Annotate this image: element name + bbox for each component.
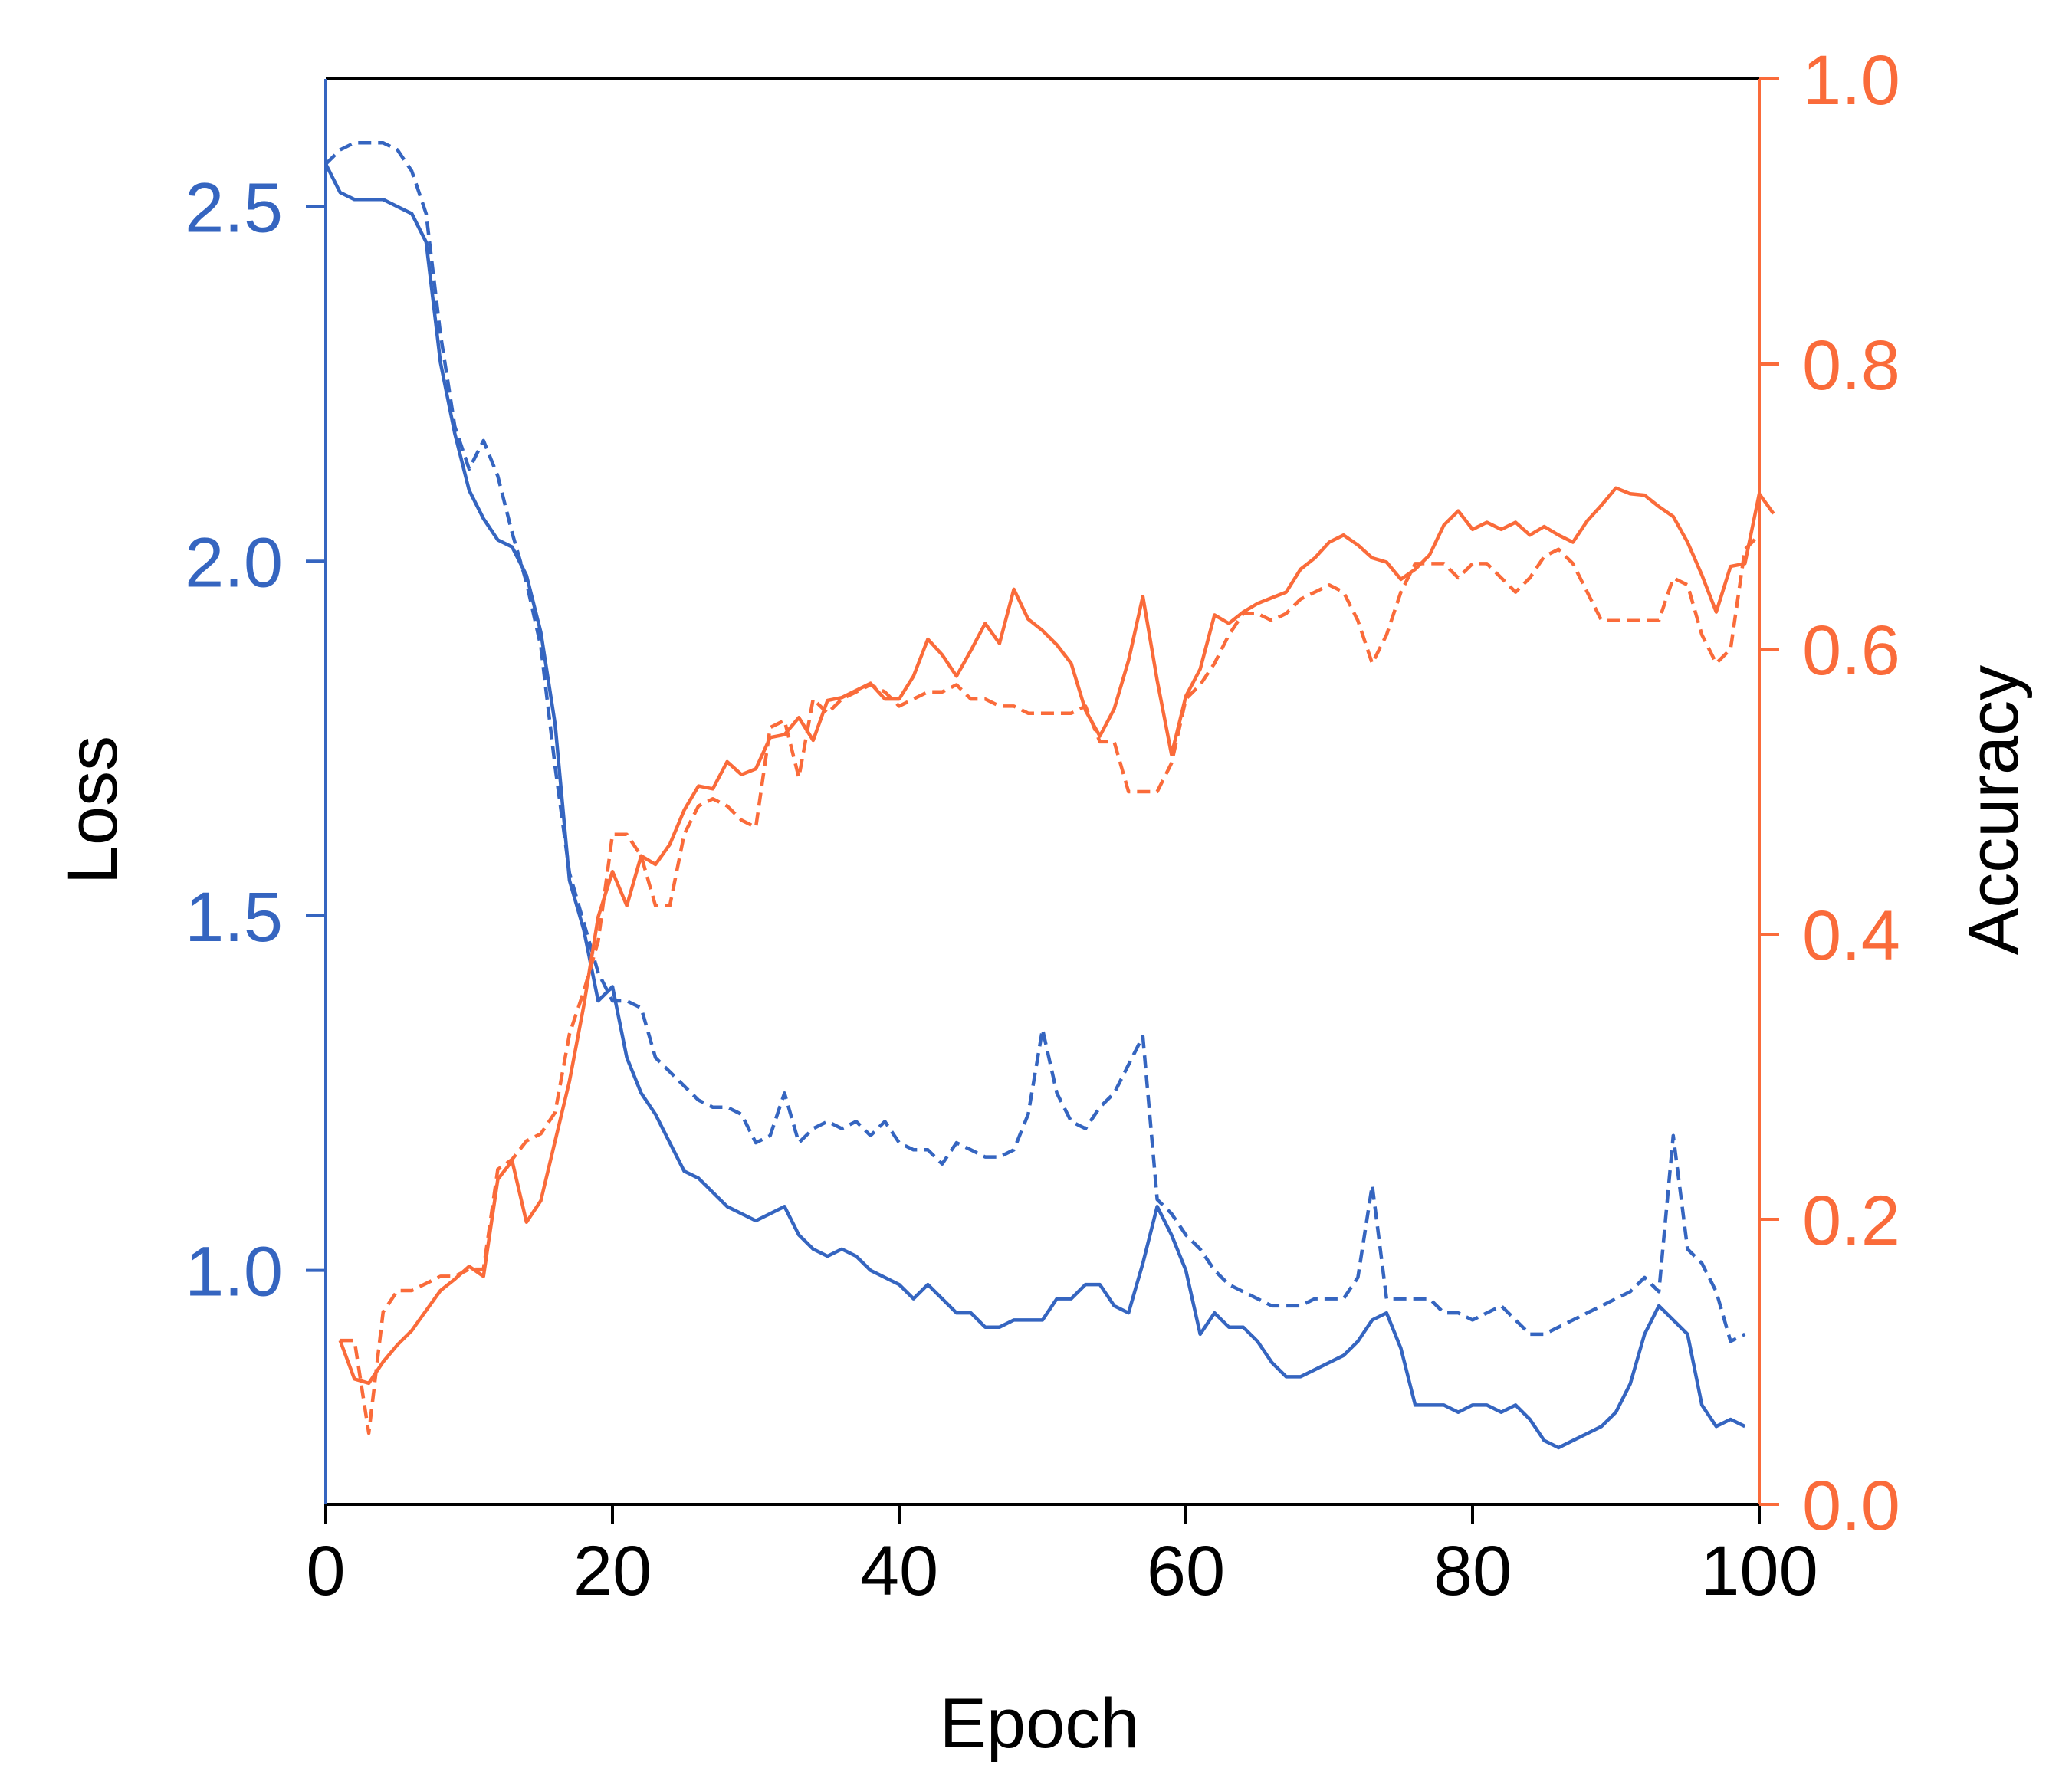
right-y-tick-label: 0.8 (1802, 326, 1900, 405)
left-y-tick-label: 2.0 (185, 523, 283, 602)
right-y-tick-label: 0.4 (1802, 897, 1900, 975)
left-y-tick-label: 1.0 (185, 1233, 283, 1311)
loss-dashed-line-1 (324, 141, 1746, 1343)
x-tick-label: 60 (1147, 1532, 1225, 1610)
x-tick-label: 20 (573, 1532, 652, 1610)
axes-frame (324, 77, 1761, 1506)
x-tick-label: 40 (860, 1532, 938, 1610)
right-y-tick-label: 1.0 (1802, 41, 1900, 120)
accuracy-solid-line-2 (338, 486, 1775, 1386)
series-layer (323, 141, 1775, 1450)
x-axis-label: Epoch (940, 1685, 1140, 1763)
accuracy-dashed-line-3 (340, 533, 1761, 1435)
loss-solid-line-0 (323, 162, 1746, 1450)
x-tick-label: 80 (1433, 1532, 1512, 1610)
x-tick-label: 100 (1700, 1532, 1818, 1610)
left-y-axis-label: Loss (54, 736, 132, 884)
right-y-tick-label: 0.6 (1802, 612, 1900, 690)
left-y-tick-label: 2.5 (185, 169, 283, 248)
right-y-tick-label: 0.0 (1802, 1467, 1900, 1545)
right-y-axis-label: Accuracy (1955, 665, 2033, 955)
x-tick-label: 0 (306, 1532, 345, 1610)
left-y-tick-label: 1.5 (185, 878, 283, 956)
right-y-tick-label: 0.2 (1802, 1182, 1900, 1260)
ticks-layer: 0 20 40 60 80 100 1.0 1.5 2.0 2.5 0.0 0.2 0.4 0.6 0.8 1… (185, 41, 1900, 1610)
